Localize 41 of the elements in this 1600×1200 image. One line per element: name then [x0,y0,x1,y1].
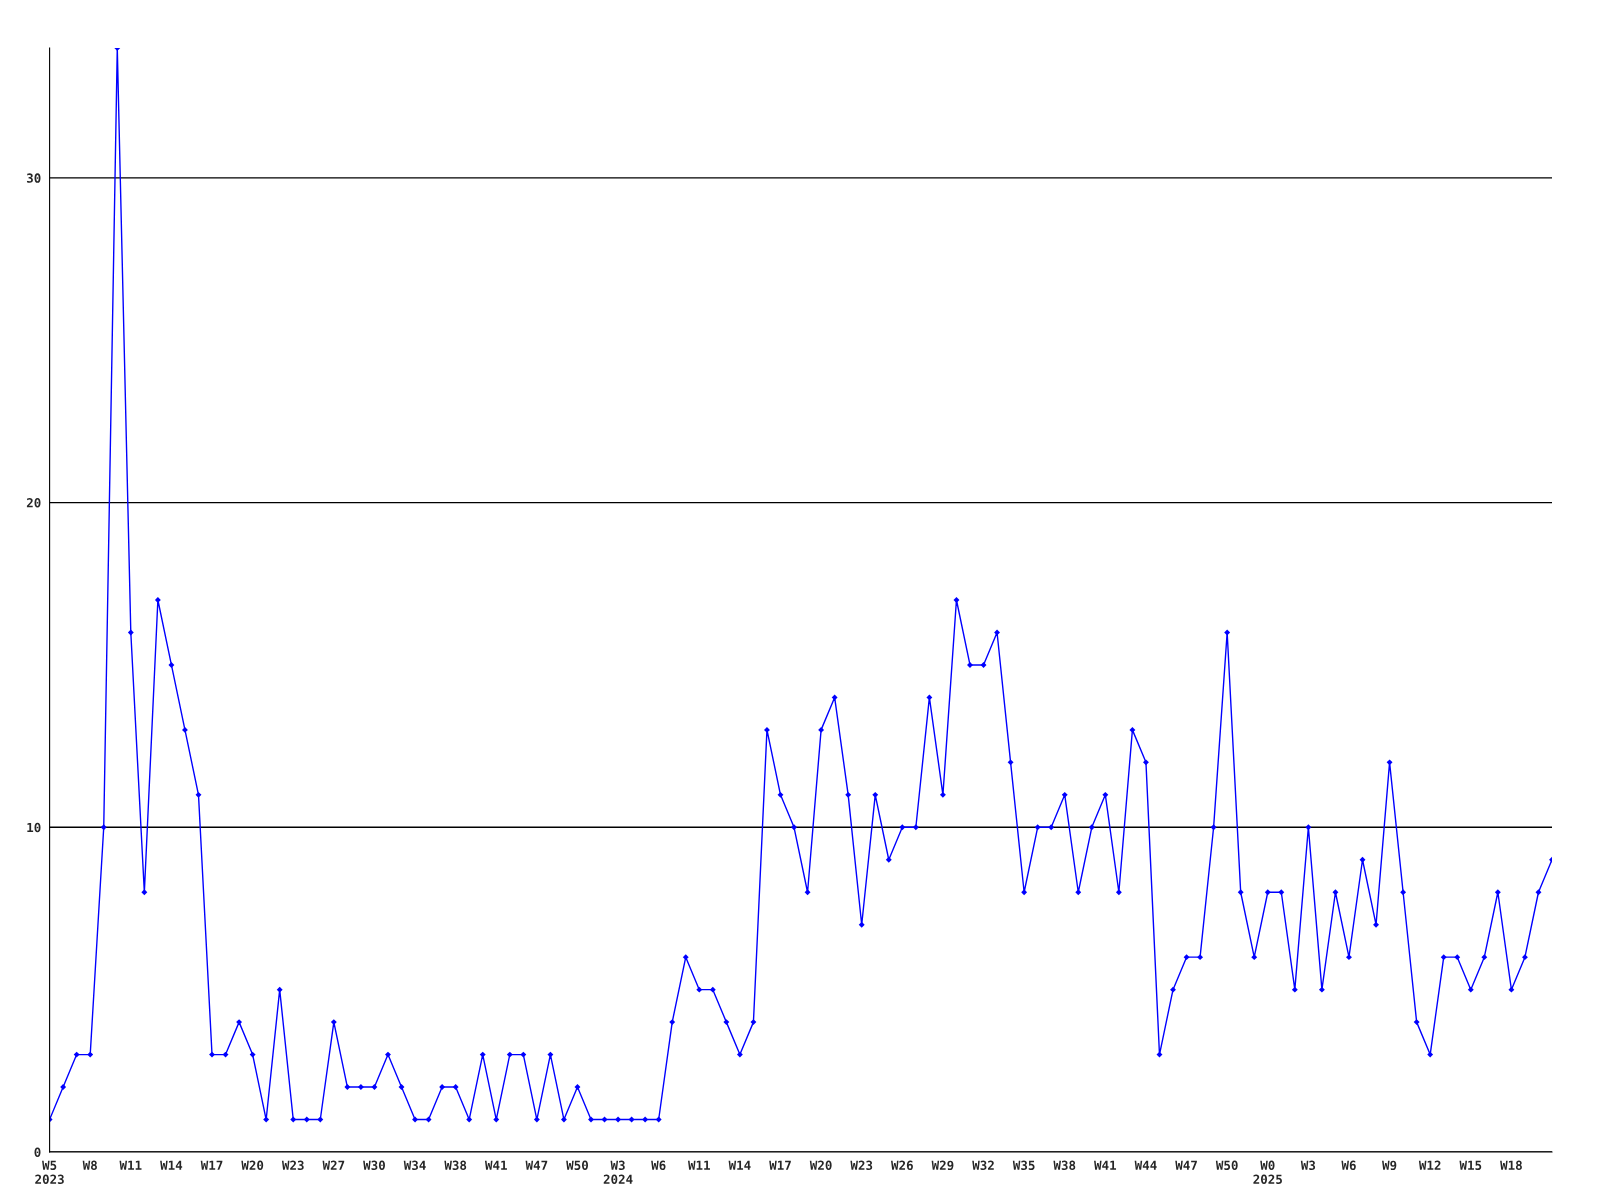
x-tick-label: W14 [728,1160,751,1170]
x-tick-label: W17 [200,1160,223,1170]
y-tick-label: 0 [34,1147,41,1157]
x-tick-label: W5 2023 [35,1160,64,1185]
x-tick-label: W20 [241,1160,264,1171]
x-tick-label: W11 [119,1160,142,1170]
y-tick-label: 20 [26,498,41,508]
x-tick-label: W26 [891,1160,913,1171]
x-tick-label: W23 [281,1160,304,1171]
x-tick-label: W8 [82,1160,97,1171]
x-tick-label: W20 [809,1160,832,1171]
x-tick-label: W0 2025 [1253,1160,1282,1185]
x-tick-label: W12 [1418,1160,1441,1170]
x-tick-label: W50 [1215,1160,1238,1171]
x-tick-label: W9 [1382,1160,1397,1171]
x-tick-label: W17 [769,1160,791,1170]
x-tick-label: W23 [850,1160,873,1171]
x-tick-label: W11 [688,1160,710,1170]
x-tick-label: W6 [651,1160,666,1171]
x-tick-label: W30 [363,1160,385,1171]
x-tick-label: W50 [566,1160,589,1171]
x-tick-label: W15 [1459,1160,1482,1171]
x-tick-label: W41 [1094,1160,1117,1170]
x-tick-label: W41 [484,1160,507,1170]
x-tick-label: W3 [1300,1160,1316,1171]
x-tick-label: W6 [1341,1160,1356,1171]
x-tick-label: W38 [444,1160,467,1171]
x-tick-label: W32 [972,1160,994,1171]
x-tick-label: W47 [1175,1160,1197,1170]
x-tick-label: W35 [1012,1160,1035,1171]
x-tick-label: W44 [1134,1160,1157,1170]
y-tick-label: 10 [27,822,41,833]
y-tick-label: 30 [26,173,41,183]
x-tick-label: W14 [160,1160,183,1170]
x-tick-label: W47 [525,1160,548,1170]
x-tick-label: W27 [322,1160,345,1170]
x-tick-label: W34 [403,1160,426,1171]
x-tick-label: W18 [1500,1160,1522,1171]
x-tick-label: W29 [931,1160,954,1171]
x-tick-label: W38 [1053,1160,1076,1171]
x-tick-label: W3 2024 [603,1160,633,1185]
